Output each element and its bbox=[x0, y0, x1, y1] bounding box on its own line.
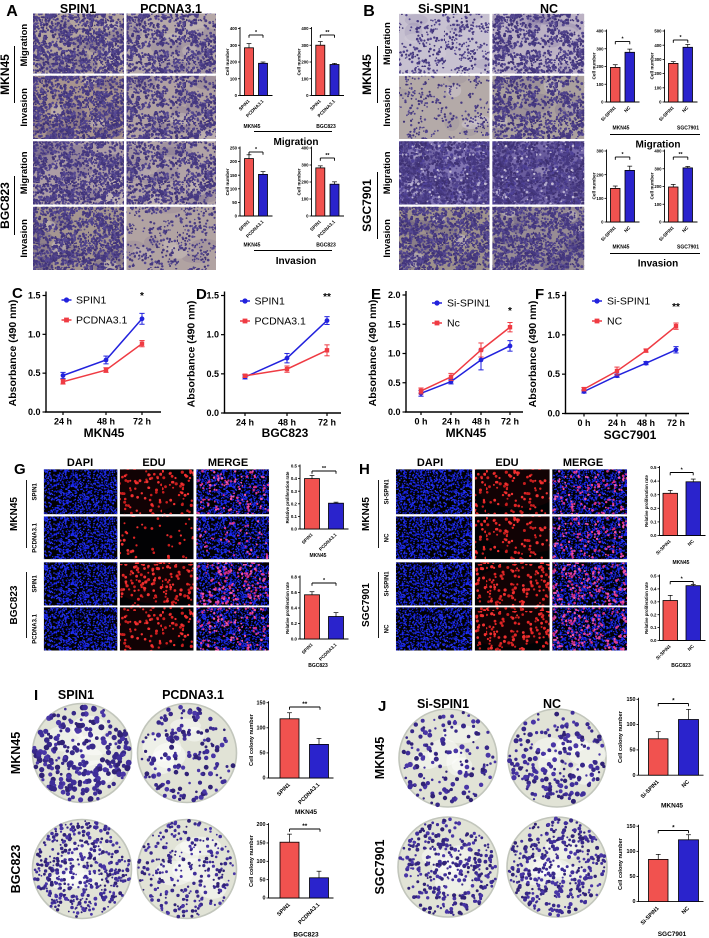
svg-text:0: 0 bbox=[235, 93, 238, 98]
svg-text:0: 0 bbox=[601, 220, 604, 225]
svg-text:300: 300 bbox=[596, 46, 604, 51]
svg-text:Cell number: Cell number bbox=[297, 168, 302, 195]
svg-text:NC: NC bbox=[623, 105, 632, 114]
svg-text:0: 0 bbox=[659, 100, 662, 105]
svg-text:**: ** bbox=[325, 30, 330, 36]
svg-text:Invasion: Invasion bbox=[19, 88, 30, 127]
svg-text:Migration: Migration bbox=[19, 24, 30, 67]
svg-text:100: 100 bbox=[230, 76, 238, 81]
svg-text:200: 200 bbox=[301, 60, 309, 65]
svg-text:0: 0 bbox=[306, 214, 309, 219]
svg-text:250: 250 bbox=[230, 146, 238, 151]
svg-text:NC: NC bbox=[540, 2, 558, 16]
svg-text:Invasion: Invasion bbox=[382, 219, 393, 258]
svg-text:MKN45: MKN45 bbox=[613, 126, 630, 132]
svg-text:100: 100 bbox=[596, 82, 604, 87]
svg-text:BGC823: BGC823 bbox=[0, 182, 12, 229]
svg-text:Cell number: Cell number bbox=[225, 168, 230, 195]
svg-text:50: 50 bbox=[232, 200, 237, 205]
svg-text:300: 300 bbox=[301, 163, 309, 168]
svg-text:NC: NC bbox=[681, 105, 690, 114]
svg-text:Invasion: Invasion bbox=[276, 256, 317, 267]
svg-text:Cell number: Cell number bbox=[225, 48, 230, 75]
svg-text:400: 400 bbox=[654, 43, 662, 48]
svg-text:SGC7901: SGC7901 bbox=[677, 126, 699, 132]
svg-text:300: 300 bbox=[596, 149, 604, 154]
svg-text:200: 200 bbox=[596, 172, 604, 177]
svg-text:Migration: Migration bbox=[636, 140, 681, 151]
svg-text:Si-SPIN1: Si-SPIN1 bbox=[418, 2, 470, 16]
svg-text:0: 0 bbox=[235, 214, 238, 219]
svg-text:Invasion: Invasion bbox=[19, 219, 30, 258]
svg-text:500: 500 bbox=[654, 29, 662, 34]
svg-text:*: * bbox=[255, 147, 258, 153]
svg-text:*: * bbox=[680, 35, 683, 41]
svg-text:400: 400 bbox=[301, 146, 309, 151]
svg-text:100: 100 bbox=[301, 197, 309, 202]
svg-text:400: 400 bbox=[596, 29, 604, 34]
svg-text:300: 300 bbox=[230, 43, 238, 48]
svg-text:SPIN1: SPIN1 bbox=[60, 2, 96, 16]
svg-text:300: 300 bbox=[654, 57, 662, 62]
svg-text:0: 0 bbox=[601, 100, 604, 105]
svg-text:A: A bbox=[6, 3, 18, 20]
svg-text:Cell number: Cell number bbox=[650, 52, 655, 79]
svg-text:Migration: Migration bbox=[382, 151, 393, 194]
svg-text:400: 400 bbox=[301, 26, 309, 31]
svg-text:200: 200 bbox=[654, 71, 662, 76]
svg-text:**: ** bbox=[325, 153, 330, 159]
svg-text:200: 200 bbox=[230, 159, 238, 164]
svg-text:300: 300 bbox=[301, 43, 309, 48]
svg-text:SGC7901: SGC7901 bbox=[360, 179, 374, 232]
svg-text:Migration: Migration bbox=[382, 22, 393, 65]
svg-text:Migration: Migration bbox=[19, 151, 30, 194]
svg-text:100: 100 bbox=[301, 76, 309, 81]
svg-text:Cell number: Cell number bbox=[592, 52, 597, 79]
svg-text:100: 100 bbox=[596, 196, 604, 201]
svg-text:BGC823: BGC823 bbox=[316, 124, 336, 130]
svg-text:200: 200 bbox=[596, 64, 604, 69]
svg-text:*: * bbox=[622, 36, 625, 42]
svg-text:B: B bbox=[363, 3, 375, 20]
svg-text:MKN45: MKN45 bbox=[360, 54, 374, 95]
svg-text:MKN45: MKN45 bbox=[244, 124, 261, 130]
svg-text:Migration: Migration bbox=[274, 137, 319, 148]
svg-text:MKN45: MKN45 bbox=[0, 54, 12, 95]
svg-text:0: 0 bbox=[306, 93, 309, 98]
svg-text:100: 100 bbox=[230, 186, 238, 191]
svg-text:100: 100 bbox=[654, 85, 662, 90]
svg-text:Invasion: Invasion bbox=[382, 88, 393, 127]
svg-text:BGC823: BGC823 bbox=[316, 243, 336, 249]
svg-text:200: 200 bbox=[230, 60, 238, 65]
svg-text:PCDNA3.1: PCDNA3.1 bbox=[140, 2, 202, 16]
svg-text:MKN45: MKN45 bbox=[244, 243, 261, 249]
svg-text:400: 400 bbox=[230, 26, 238, 31]
svg-text:*: * bbox=[255, 30, 258, 36]
svg-text:150: 150 bbox=[230, 173, 238, 178]
svg-text:Cell number: Cell number bbox=[297, 48, 302, 75]
svg-text:200: 200 bbox=[301, 180, 309, 185]
